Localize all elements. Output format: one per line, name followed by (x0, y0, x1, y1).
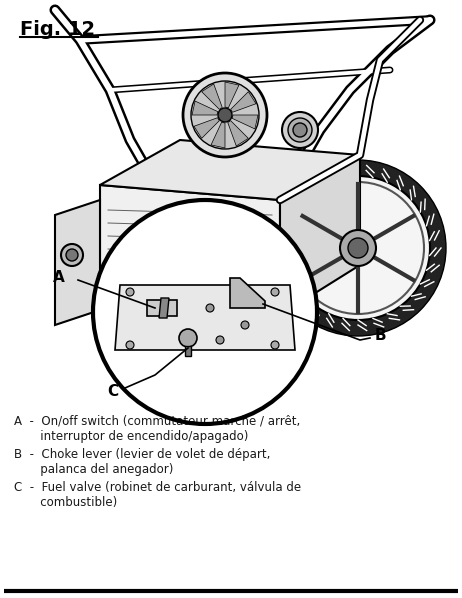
Circle shape (271, 341, 279, 349)
Polygon shape (194, 118, 219, 138)
Circle shape (216, 336, 224, 344)
Circle shape (206, 304, 214, 312)
Circle shape (286, 176, 430, 320)
Text: A: A (53, 270, 65, 285)
Circle shape (179, 329, 197, 347)
Circle shape (340, 230, 376, 266)
Polygon shape (211, 122, 225, 148)
Polygon shape (225, 82, 239, 108)
Text: palanca del anegador): palanca del anegador) (14, 463, 173, 476)
Text: A  -  On/off switch (commutateur marche / arrêt,: A - On/off switch (commutateur marche / … (14, 415, 300, 428)
Circle shape (293, 123, 307, 137)
Circle shape (183, 73, 267, 157)
Circle shape (241, 321, 249, 329)
Circle shape (282, 112, 318, 148)
Circle shape (126, 341, 134, 349)
Polygon shape (232, 115, 258, 129)
Polygon shape (115, 285, 295, 350)
Circle shape (93, 200, 317, 424)
Text: interruptor de encendido/apagado): interruptor de encendido/apagado) (14, 430, 249, 443)
Circle shape (61, 244, 83, 266)
Polygon shape (202, 84, 222, 109)
Polygon shape (228, 121, 249, 146)
Circle shape (271, 288, 279, 296)
Circle shape (348, 238, 368, 258)
Polygon shape (280, 155, 360, 315)
Polygon shape (185, 346, 191, 356)
Text: C  -  Fuel valve (robinet de carburant, válvula de: C - Fuel valve (robinet de carburant, vá… (14, 481, 301, 494)
Polygon shape (55, 200, 100, 325)
Text: B: B (375, 328, 387, 343)
Circle shape (218, 108, 232, 122)
Circle shape (126, 288, 134, 296)
Polygon shape (147, 300, 177, 316)
Polygon shape (100, 140, 360, 200)
Circle shape (191, 81, 259, 149)
Text: B  -  Choke lever (levier de volet de départ,: B - Choke lever (levier de volet de dépa… (14, 448, 270, 461)
Circle shape (66, 249, 78, 261)
Text: C: C (107, 385, 118, 399)
Text: combustible): combustible) (14, 496, 117, 509)
Polygon shape (230, 278, 265, 308)
Text: Fig. 12: Fig. 12 (20, 20, 95, 39)
Circle shape (288, 118, 312, 142)
Polygon shape (159, 298, 169, 318)
Circle shape (270, 160, 446, 336)
Polygon shape (192, 101, 218, 115)
Polygon shape (231, 91, 256, 112)
Polygon shape (100, 185, 280, 315)
